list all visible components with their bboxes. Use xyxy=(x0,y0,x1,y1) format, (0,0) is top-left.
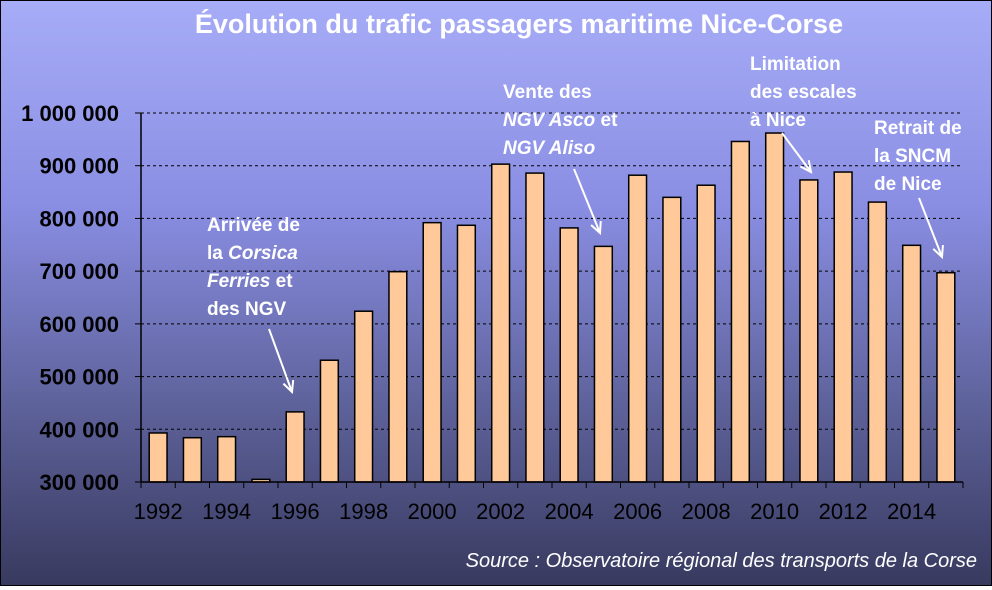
bar xyxy=(936,271,956,483)
bar xyxy=(662,196,682,483)
gridlines xyxy=(141,112,963,430)
bar xyxy=(764,132,785,483)
y-tick-label: 400 000 xyxy=(39,417,119,442)
bar xyxy=(867,201,888,483)
x-tick-label: 2000 xyxy=(408,499,457,524)
bar xyxy=(901,244,922,483)
x-tick-label: 1998 xyxy=(339,499,388,524)
bar xyxy=(422,221,442,483)
bar xyxy=(696,184,716,483)
annotation-arrowhead xyxy=(282,379,295,395)
annotation-line: Ferries xyxy=(207,271,270,292)
annotation-line: à Nice xyxy=(750,110,806,131)
bar xyxy=(456,224,477,483)
bar xyxy=(388,270,408,483)
x-tick-label: 2010 xyxy=(750,499,799,524)
y-tick-label: 500 000 xyxy=(39,365,119,390)
bar xyxy=(319,359,340,483)
bar xyxy=(148,432,168,483)
x-tick-label: 2004 xyxy=(545,499,594,524)
chart-title: Évolution du trafic passagers maritime N… xyxy=(195,8,843,39)
annotation-line: Retrait de xyxy=(874,118,962,139)
bar xyxy=(559,227,579,483)
bar xyxy=(730,140,751,483)
x-axis-ticks: 1992 1994 1996 1998 2000 2002 2004 2006 2008 2010… xyxy=(134,482,964,524)
bar xyxy=(353,310,374,483)
bar xyxy=(593,245,614,483)
annotation-line: la xyxy=(207,243,228,264)
x-tick-label: 1994 xyxy=(202,499,251,524)
annotation-segment: Corsica xyxy=(228,243,298,264)
annotation-arrow xyxy=(268,328,293,393)
annotation-line: des escales xyxy=(750,82,857,103)
y-tick-label: 600 000 xyxy=(39,312,119,337)
bar xyxy=(627,174,648,483)
annotation-line: NGV Aliso xyxy=(503,138,595,159)
source-note: Source : Observatoire régional des trans… xyxy=(466,550,977,572)
annotations: Arrivée de la Corsica Ferries et des NGV Ven… xyxy=(207,54,962,395)
x-tick-label: 2012 xyxy=(819,499,868,524)
annotation-segment: et xyxy=(270,271,293,292)
y-axis-ticks: 300 000 400 000 500 000 600 000 700 000 800 0… xyxy=(21,101,141,495)
annotation-text: Retrait de la SNCM de Nice xyxy=(874,118,962,195)
x-tick-label: 1992 xyxy=(134,499,183,524)
bar xyxy=(833,171,853,483)
bars xyxy=(148,132,956,483)
y-tick-label: 1 000 000 xyxy=(21,101,119,126)
annotation-line: NGV Asco xyxy=(503,110,595,131)
x-tick-label: 2008 xyxy=(682,499,731,524)
annotation-text: Arrivée de la Corsica Ferries et des NGV xyxy=(207,215,300,320)
bar xyxy=(216,435,237,483)
annotation-text: Vente des NGV Asco et NGV Aliso xyxy=(503,82,618,159)
y-tick-label: 700 000 xyxy=(39,259,119,284)
bar xyxy=(525,172,545,483)
annotation-line: Arrivée de xyxy=(207,215,300,236)
annotation-line: de Nice xyxy=(874,174,942,195)
annotation-line: Limitation xyxy=(750,54,841,75)
annotation-arrow xyxy=(781,132,812,173)
annotation-line: Vente des xyxy=(503,82,592,103)
annotation-line: la SNCM xyxy=(874,146,951,167)
bar xyxy=(285,411,305,483)
annotation-arrowhead xyxy=(932,244,944,260)
bar xyxy=(182,436,203,483)
annotation-text: Limitation des escales à Nice xyxy=(750,54,857,131)
y-tick-label: 900 000 xyxy=(39,154,119,179)
annotation-arrowhead xyxy=(590,220,602,236)
annotation-segment: et xyxy=(595,110,618,131)
bar xyxy=(799,179,819,483)
y-tick-label: 300 000 xyxy=(39,470,119,495)
x-tick-label: 2014 xyxy=(887,499,936,524)
annotation-arrowhead xyxy=(799,160,813,174)
bar xyxy=(490,163,511,483)
y-tick-label: 800 000 xyxy=(39,206,119,231)
annotation-arrow xyxy=(918,197,943,258)
x-tick-label: 2002 xyxy=(476,499,525,524)
annotation-arrow xyxy=(573,168,601,234)
annotation-line: des NGV xyxy=(207,299,287,320)
x-tick-label: 1996 xyxy=(271,499,320,524)
x-tick-label: 2006 xyxy=(613,499,662,524)
